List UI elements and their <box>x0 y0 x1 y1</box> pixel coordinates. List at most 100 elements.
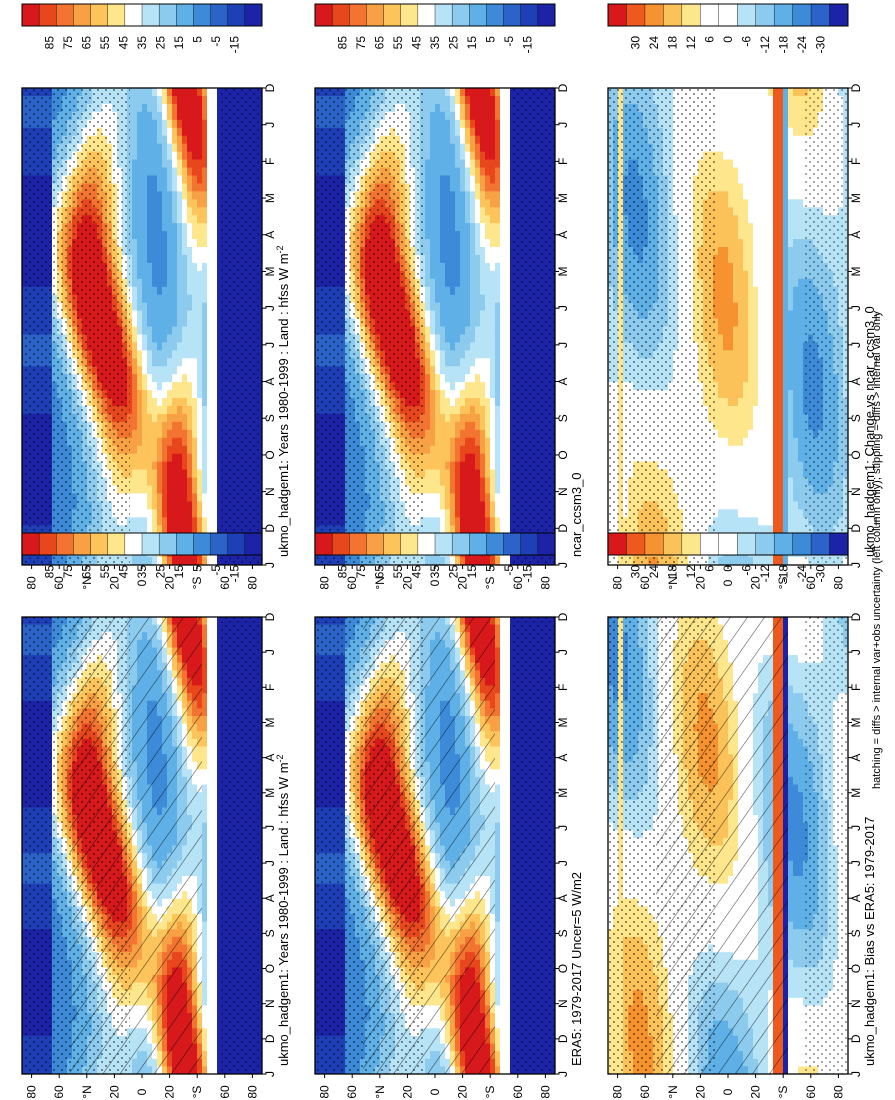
heatmap-cell <box>157 421 163 431</box>
heatmap-cell <box>147 334 153 343</box>
colorbar-label: 55 <box>98 36 112 50</box>
heatmap-cell <box>192 254 198 264</box>
heatmap-cell <box>187 390 193 399</box>
heatmap-cell <box>192 358 198 367</box>
heatmap-cell <box>187 509 193 518</box>
heatmap-cell <box>142 437 148 447</box>
heatmap-cell <box>157 445 163 455</box>
heatmap-cell <box>142 199 148 208</box>
heatmap-cell <box>197 406 203 415</box>
heatmap-cell <box>167 517 173 526</box>
heatmap-cell <box>197 390 203 399</box>
heatmap-cell <box>157 175 163 184</box>
heatmap-cell <box>152 382 158 391</box>
heatmap-cell <box>137 517 143 526</box>
heatmap-cell <box>177 215 183 224</box>
heatmap-cell <box>162 286 168 296</box>
heatmap-cell <box>167 88 173 97</box>
heatmap-cell <box>157 223 163 232</box>
heatmap-cell <box>147 183 153 192</box>
heatmap-cell <box>147 286 153 296</box>
heatmap-cell <box>162 294 168 304</box>
heatmap-cell <box>207 183 213 192</box>
heatmap-cell <box>177 485 183 494</box>
heatmap-cell <box>147 493 153 502</box>
heatmap-cell <box>192 278 198 288</box>
heatmap-cell <box>192 247 198 256</box>
heatmap-cell <box>212 557 218 566</box>
heatmap-cell <box>167 199 173 208</box>
heatmap-cell <box>137 199 143 208</box>
heatmap-cell <box>197 366 203 375</box>
heatmap-cell <box>207 199 213 208</box>
heatmap-cell <box>212 159 218 168</box>
heatmap-cell <box>202 167 208 176</box>
heatmap-cell <box>142 119 148 129</box>
heatmap-cell <box>157 262 163 272</box>
heatmap-cell <box>167 119 173 129</box>
heatmap-cell <box>152 199 158 208</box>
heatmap-cell <box>132 358 138 367</box>
heatmap-cell <box>177 374 183 383</box>
heatmap-cell <box>147 175 153 184</box>
heatmap-cell <box>152 318 158 327</box>
heatmap-cell <box>147 95 153 105</box>
heatmap-cell <box>197 191 203 200</box>
heatmap-cell <box>162 318 168 327</box>
heatmap-cell <box>177 262 183 272</box>
heatmap-cell <box>207 167 213 176</box>
heatmap-cell <box>207 286 213 296</box>
heatmap-cell <box>177 119 183 129</box>
heatmap-cell <box>147 406 153 415</box>
heatmap-cell <box>147 469 153 478</box>
heatmap-cell <box>142 95 148 105</box>
heatmap-cell <box>212 167 218 176</box>
heatmap-cell <box>137 135 143 145</box>
heatmap-cell <box>172 270 178 280</box>
month-tick-label: M <box>263 193 277 203</box>
heatmap-cell <box>167 390 173 399</box>
heatmap-cell <box>172 159 178 168</box>
heatmap-cell <box>147 247 153 256</box>
heatmap-cell <box>147 294 153 304</box>
heatmap-cell <box>207 262 213 272</box>
heatmap-cell <box>132 159 138 168</box>
heatmap-cell <box>137 453 143 463</box>
heatmap-cell <box>182 350 188 359</box>
heatmap-cell <box>157 119 163 129</box>
heatmap-cell <box>147 557 153 566</box>
heatmap-cell <box>167 366 173 375</box>
heatmap-cell <box>207 215 213 224</box>
heatmap-cell <box>192 262 198 272</box>
heatmap-cell <box>172 366 178 375</box>
heatmap-cell <box>147 231 153 240</box>
heatmap-cell <box>152 135 158 145</box>
heatmap-cell <box>192 398 198 407</box>
heatmap-cell <box>187 406 193 415</box>
heatmap-cell <box>197 199 203 208</box>
heatmap-cell <box>197 254 203 264</box>
heatmap-cell <box>172 318 178 327</box>
heatmap-cell <box>212 254 218 264</box>
heatmap-cell <box>187 453 193 463</box>
heatmap-cell <box>212 358 218 367</box>
heatmap-cell <box>192 437 198 447</box>
heatmap-cell <box>187 366 193 375</box>
heatmap-cell <box>162 103 168 113</box>
heatmap-cell <box>162 413 168 423</box>
heatmap-cell <box>187 485 193 494</box>
heatmap-cell <box>212 525 218 534</box>
heatmap-cell <box>197 334 203 343</box>
heatmap-cell <box>212 231 218 240</box>
heatmap-cell <box>167 262 173 272</box>
heatmap-cell <box>162 366 168 375</box>
heatmap-cell <box>147 501 153 510</box>
heatmap-cell <box>167 406 173 415</box>
heatmap-cell <box>152 215 158 224</box>
month-tick-label: A <box>263 378 277 386</box>
heatmap-cell <box>162 406 168 415</box>
heatmap-cell <box>147 421 153 431</box>
heatmap-cell <box>187 374 193 383</box>
heatmap-cell <box>192 557 198 566</box>
heatmap-cell <box>212 501 218 510</box>
